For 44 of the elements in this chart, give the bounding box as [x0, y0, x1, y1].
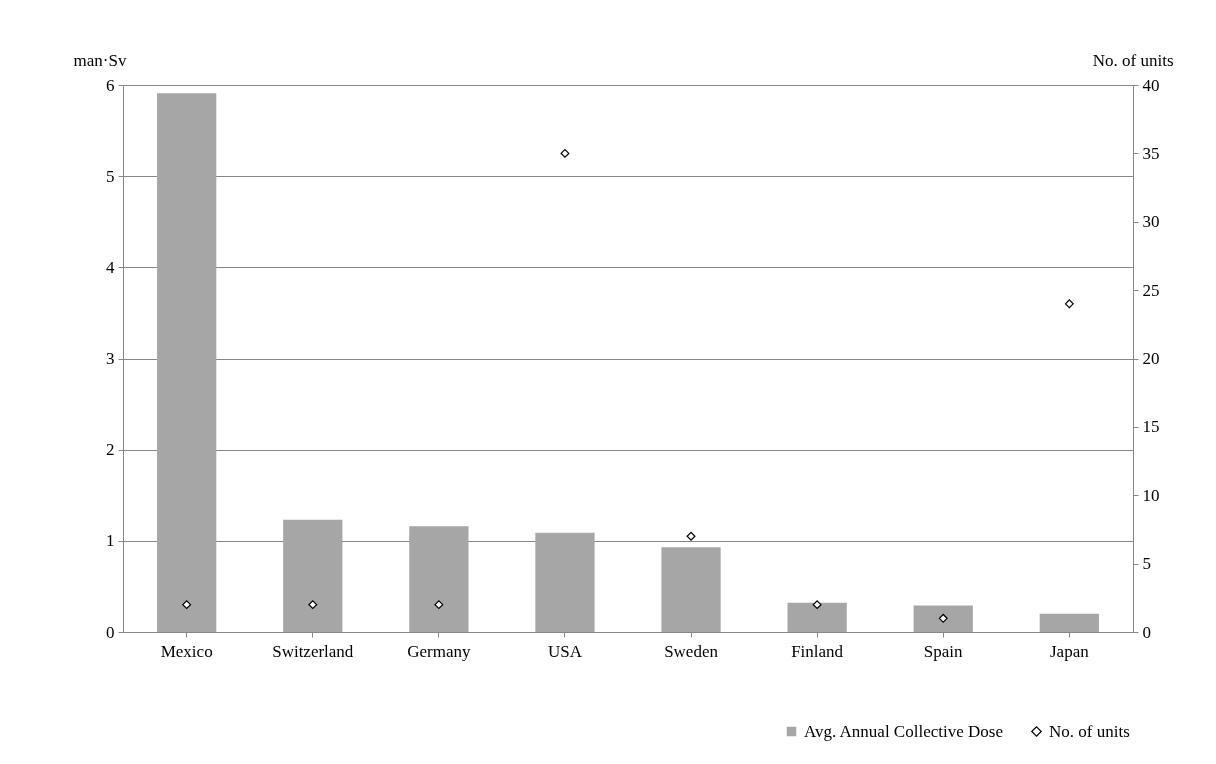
point	[812, 600, 822, 610]
y2-tick-label: 0	[1142, 622, 1151, 642]
point	[686, 531, 696, 541]
y2-tick-label: 35	[1142, 143, 1160, 163]
y2-tick-label: 15	[1142, 417, 1160, 437]
bar	[787, 602, 847, 632]
bar	[409, 526, 469, 632]
bar	[283, 519, 343, 632]
x-tick-label: Japan	[1049, 641, 1090, 661]
y-axis-title: man·Sv	[73, 50, 127, 70]
y-tick-label: 5	[106, 166, 115, 186]
point	[1064, 299, 1074, 309]
bar	[157, 93, 217, 632]
x-tick-label: Finland	[791, 641, 844, 661]
x-tick-label: Germany	[407, 641, 471, 661]
y-tick-label: 2	[106, 440, 115, 460]
y2-axis-title: No. of units	[1092, 50, 1174, 70]
y2-tick-label: 30	[1142, 212, 1160, 232]
point	[938, 613, 948, 623]
y-tick-label: 0	[106, 622, 115, 642]
y2-tick-label: 40	[1142, 75, 1160, 95]
y2-tick-label: 5	[1142, 554, 1151, 574]
legend-label: No. of units	[1049, 721, 1130, 741]
point	[182, 600, 192, 610]
bar	[1039, 613, 1099, 632]
y-tick-label: 1	[106, 531, 115, 551]
y-tick-label: 4	[106, 257, 115, 277]
bar	[913, 605, 973, 632]
bar	[535, 532, 595, 632]
x-tick-label: USA	[547, 641, 583, 661]
x-tick-label: Switzerland	[272, 641, 354, 661]
y-tick-label: 3	[106, 349, 115, 368]
y-tick-label: 6	[106, 75, 115, 95]
bar	[661, 547, 721, 632]
point	[560, 148, 570, 158]
legend-label: Avg. Annual Collective Dose	[804, 721, 1003, 741]
y2-tick-label: 20	[1142, 349, 1160, 368]
x-tick-label: Mexico	[160, 641, 213, 661]
x-tick-label: Spain	[923, 641, 964, 661]
y2-tick-label: 25	[1142, 280, 1160, 300]
y2-tick-label: 10	[1142, 485, 1160, 505]
x-tick-label: Sweden	[664, 641, 719, 661]
point	[434, 600, 444, 610]
point	[308, 600, 318, 610]
